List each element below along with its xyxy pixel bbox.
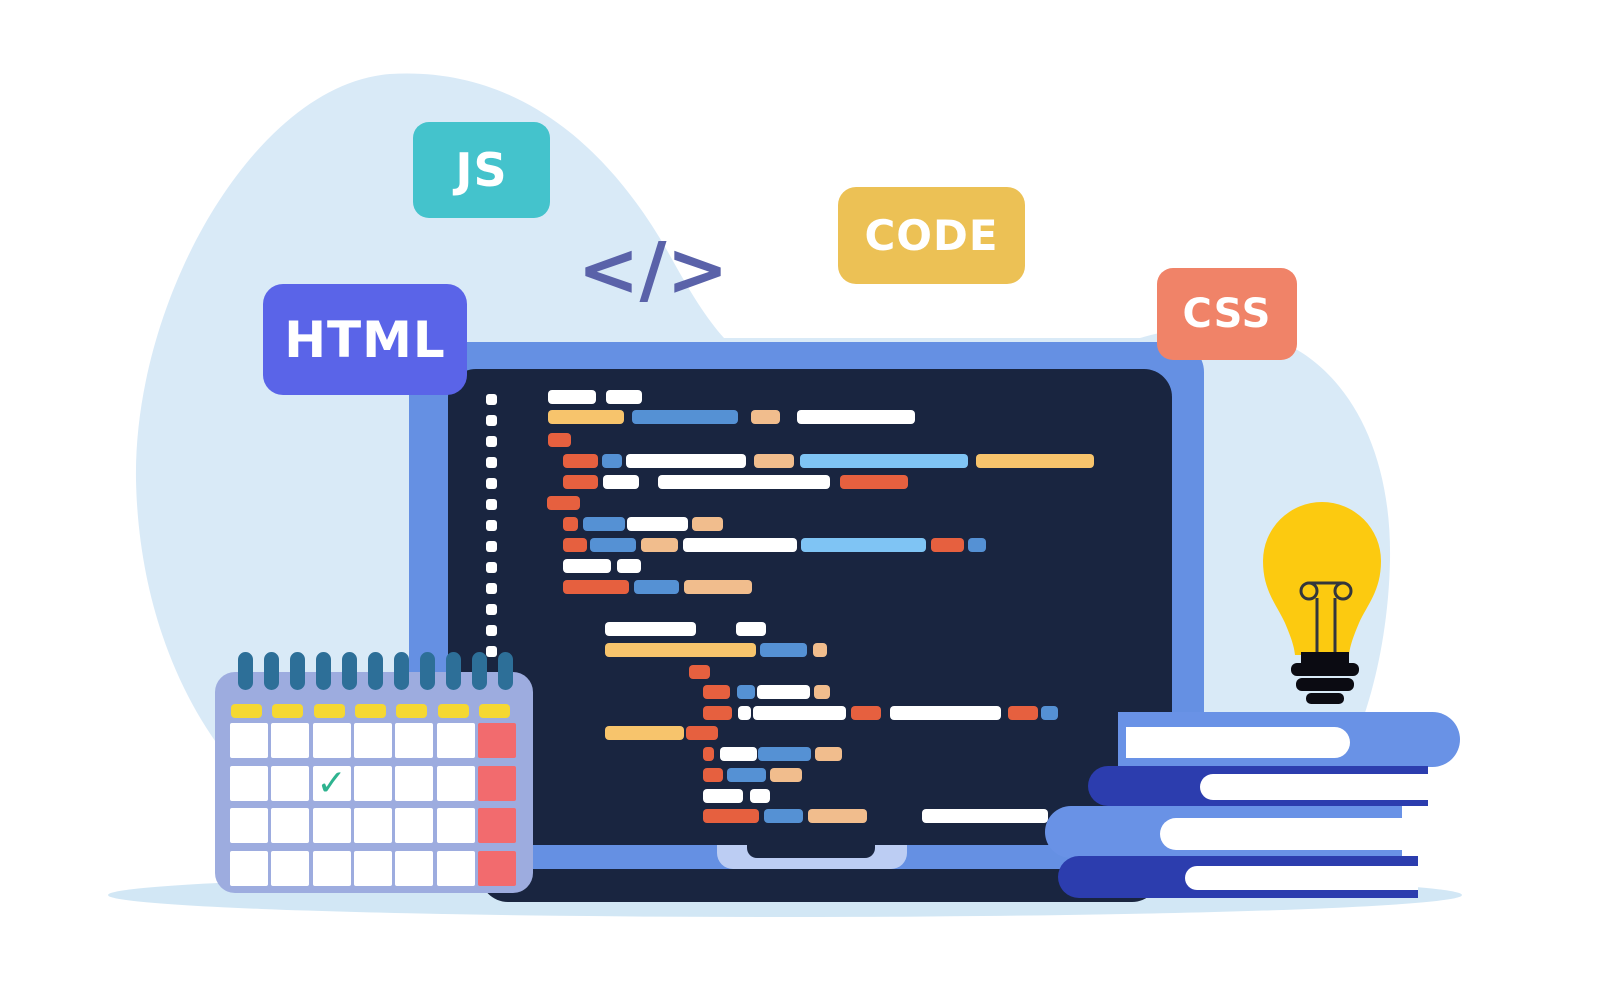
code-bar [736, 622, 766, 636]
code-bar [563, 454, 598, 468]
code-line-marker [486, 499, 497, 510]
code-bar [703, 685, 730, 699]
css-badge: CSS [1157, 268, 1297, 360]
code-bar [750, 789, 770, 803]
code-bar [808, 809, 867, 823]
code-line-marker [486, 562, 497, 573]
code-bar [605, 622, 696, 636]
code-line-marker [486, 583, 497, 594]
code-bar [800, 454, 968, 468]
code-bar [758, 747, 811, 761]
code-bar [753, 706, 846, 720]
code-bar [801, 538, 926, 552]
bulb-screw-base [1291, 652, 1359, 704]
code-bar [583, 517, 625, 531]
code-bar [641, 538, 678, 552]
code-line-marker [486, 625, 497, 636]
code-bar [968, 538, 986, 552]
code-line-marker [486, 394, 497, 405]
code-bar [563, 475, 598, 489]
code-line-marker [486, 478, 497, 489]
code-bar [692, 517, 723, 531]
code-line-marker [486, 457, 497, 468]
code-bar [760, 643, 807, 657]
code-bar [703, 809, 759, 823]
code-bar [605, 726, 684, 740]
code-editor-content [448, 369, 1172, 845]
code-bar [689, 665, 710, 679]
code-bar [548, 390, 596, 404]
code-bar [563, 559, 611, 573]
laptop-bottom-base [480, 866, 1160, 902]
code-bar [603, 475, 639, 489]
code-bar [890, 706, 1001, 720]
code-bar [1008, 706, 1038, 720]
code-bar [563, 538, 587, 552]
code-bar [754, 454, 794, 468]
code-bar [683, 538, 797, 552]
code-bar [931, 538, 964, 552]
code-bar [738, 706, 751, 720]
code-bar [605, 643, 756, 657]
code-badge: CODE [838, 187, 1025, 284]
code-bar [626, 454, 746, 468]
code-bar [606, 390, 642, 404]
code-bar [563, 517, 578, 531]
code-bar [658, 475, 830, 489]
code-bar [814, 685, 830, 699]
code-line-marker [486, 415, 497, 426]
code-bar [751, 410, 780, 424]
code-tag-icon: </> [577, 227, 729, 313]
code-bar [720, 747, 757, 761]
code-bar [840, 475, 908, 489]
code-bar [627, 517, 688, 531]
code-bar [813, 643, 827, 657]
code-bar [770, 768, 802, 782]
code-bar [634, 580, 679, 594]
code-bar [590, 538, 636, 552]
code-bar [602, 454, 622, 468]
code-bar [976, 454, 1094, 468]
bulb-filament [1299, 581, 1353, 653]
code-bar [703, 768, 723, 782]
laptop-hinge-handle [747, 845, 875, 858]
code-bar [737, 685, 755, 699]
code-bar [547, 496, 580, 510]
code-bar [632, 410, 738, 424]
code-bar [797, 410, 915, 424]
code-line-marker [486, 541, 497, 552]
code-bar [703, 706, 732, 720]
code-bar [1041, 706, 1058, 720]
code-bar [922, 809, 1048, 823]
code-bar [727, 768, 766, 782]
js-badge: JS [413, 122, 550, 218]
code-bar [563, 580, 629, 594]
code-bar [686, 726, 718, 740]
code-bar [815, 747, 842, 761]
code-bar [703, 789, 743, 803]
code-bar [684, 580, 752, 594]
laptop-screen [448, 369, 1172, 845]
code-bar [548, 410, 624, 424]
code-bar [703, 747, 714, 761]
code-line-marker [486, 520, 497, 531]
code-bar [757, 685, 810, 699]
code-line-marker [486, 604, 497, 615]
code-bar [617, 559, 641, 573]
code-line-marker [486, 436, 497, 447]
code-line-marker [486, 646, 497, 657]
code-bar [851, 706, 881, 720]
code-bar [764, 809, 803, 823]
code-bar [548, 433, 571, 447]
html-badge: HTML [263, 284, 467, 395]
